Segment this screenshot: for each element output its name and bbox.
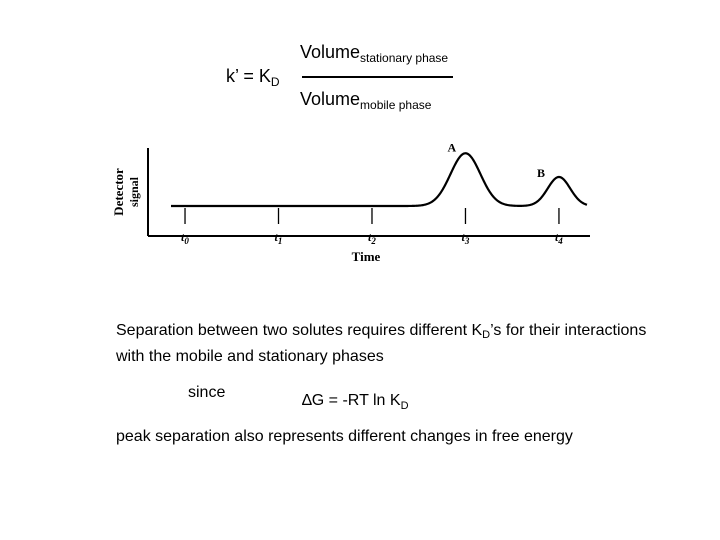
y-axis-label-line1: Detector — [111, 168, 126, 216]
tick-label-1: t1 — [275, 230, 283, 246]
paragraph-subscript: D — [482, 329, 491, 341]
tick-label-3: t3 — [461, 230, 469, 246]
fraction-denominator: Volumemobile phase — [300, 89, 431, 112]
since-label: since — [188, 384, 226, 401]
tick-label-0: t0 — [181, 230, 189, 246]
denominator-main: Volume — [300, 89, 361, 109]
partition-equation-lhs: k’ = KD — [226, 66, 280, 89]
tick-label-2: t2 — [368, 230, 376, 246]
y-axis-label-line2: signal — [127, 176, 141, 207]
free-energy-equation-subscript: D — [400, 400, 409, 412]
tick-label-4: t4 — [555, 230, 563, 246]
peak-label-a: A — [447, 140, 456, 154]
peak-label-b: B — [537, 166, 545, 180]
conclusion-text: peak separation also represents differen… — [116, 428, 573, 445]
separation-paragraph: Separation between two solutes requires … — [116, 320, 656, 368]
signal-trace — [171, 152, 588, 208]
free-energy-equation-text: ∆G = -RT ln K — [302, 392, 401, 409]
denominator-subscript: mobile phase — [360, 98, 432, 112]
lhs-prefix: k’ = — [226, 66, 259, 86]
fraction-bar — [302, 76, 453, 78]
numerator-subscript: stationary phase — [360, 51, 449, 65]
paragraph-text-1: Separation between two solutes requires … — [116, 322, 483, 339]
fraction-numerator: Volumestationary phase — [300, 42, 448, 65]
numerator-main: Volume — [300, 42, 361, 62]
free-energy-equation: ∆G = -RT ln KD — [302, 392, 409, 412]
x-axis-label: Time — [352, 249, 381, 264]
lhs-symbol: K — [258, 66, 271, 86]
lhs-subscript: D — [270, 75, 280, 89]
paragraph-text-2: ’s for their interactions with the mobil… — [116, 322, 647, 365]
chromatogram-chart: t0 t1 t2 t3 t4 A B Detector signal Time — [111, 140, 590, 264]
